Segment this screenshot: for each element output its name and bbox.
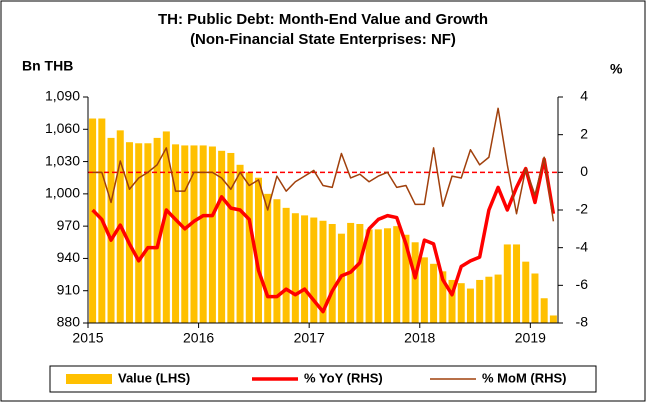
x-tick-label: 2017 xyxy=(294,330,325,346)
x-tick-label: 2016 xyxy=(183,330,214,346)
bar xyxy=(549,315,557,323)
y-tick-label: 940 xyxy=(57,249,81,265)
y-tick-label: 1,060 xyxy=(45,120,80,136)
bar xyxy=(328,223,336,323)
y2-tick-label: 0 xyxy=(580,163,588,179)
bar xyxy=(181,145,189,323)
bar xyxy=(522,261,530,323)
y-tick-label: 880 xyxy=(57,314,81,330)
bar xyxy=(245,172,253,323)
bar xyxy=(476,279,484,323)
y2-tick-label: -2 xyxy=(576,201,589,217)
y2-tick-label: -4 xyxy=(576,238,589,254)
y-tick-label: 910 xyxy=(57,281,81,297)
bar xyxy=(494,274,502,323)
bar xyxy=(356,223,364,323)
bar xyxy=(310,217,318,323)
y2-tick-label: -8 xyxy=(576,314,589,330)
chart-subtitle: (Non-Financial State Enterprises: NF) xyxy=(190,31,456,48)
legend-swatch xyxy=(66,374,112,384)
y-tick-label: 970 xyxy=(57,217,81,233)
bar xyxy=(199,145,207,323)
bar xyxy=(374,229,382,323)
bar xyxy=(301,215,309,323)
bar xyxy=(411,242,419,323)
legend-box xyxy=(49,365,597,393)
x-tick-label: 2015 xyxy=(72,330,103,346)
y2-axis-label: % xyxy=(610,61,623,77)
line-series xyxy=(92,107,555,222)
legend-label: Value (LHS) xyxy=(118,370,190,385)
bar xyxy=(466,288,474,323)
bar xyxy=(89,118,97,324)
bar xyxy=(485,276,493,323)
x-tick-label: 2018 xyxy=(404,330,435,346)
bar xyxy=(153,137,161,323)
legend-label: % YoY (RHS) xyxy=(304,370,383,385)
legend-label: % MoM (RHS) xyxy=(482,370,567,385)
x-tick-label: 2019 xyxy=(515,330,546,346)
bar xyxy=(513,244,521,323)
bar xyxy=(135,143,143,323)
bar xyxy=(319,220,327,323)
bar xyxy=(282,207,290,323)
bar xyxy=(172,144,180,323)
bar xyxy=(125,142,133,323)
bar xyxy=(531,273,539,323)
bar xyxy=(190,145,198,323)
line-series xyxy=(91,157,556,314)
bar xyxy=(236,164,244,323)
bar xyxy=(384,228,392,323)
bar xyxy=(264,193,272,323)
bar xyxy=(107,137,115,323)
y2-tick-label: 2 xyxy=(580,125,588,141)
bar xyxy=(254,177,262,323)
y-tick-label: 1,000 xyxy=(45,185,80,201)
y2-tick-label: 4 xyxy=(580,88,588,104)
bar xyxy=(227,152,235,323)
bar xyxy=(291,213,299,323)
bar xyxy=(393,226,401,323)
bar xyxy=(430,263,438,323)
bar xyxy=(208,146,216,323)
bar xyxy=(503,244,511,323)
bar xyxy=(420,257,428,323)
bar xyxy=(162,131,170,323)
bar xyxy=(218,150,226,323)
bar xyxy=(439,271,447,323)
bar xyxy=(540,298,548,323)
bar xyxy=(365,229,373,323)
bar xyxy=(457,283,465,323)
bar xyxy=(144,143,152,323)
bar xyxy=(273,199,281,323)
y-tick-label: 1,090 xyxy=(45,88,80,104)
bar xyxy=(402,234,410,323)
y2-tick-label: -6 xyxy=(576,276,589,292)
y-axis-label: Bn THB xyxy=(22,58,73,74)
y-tick-label: 1,030 xyxy=(45,152,80,168)
chart-title: TH: Public Debt: Month-End Value and Gro… xyxy=(158,11,488,28)
bar xyxy=(448,279,456,323)
